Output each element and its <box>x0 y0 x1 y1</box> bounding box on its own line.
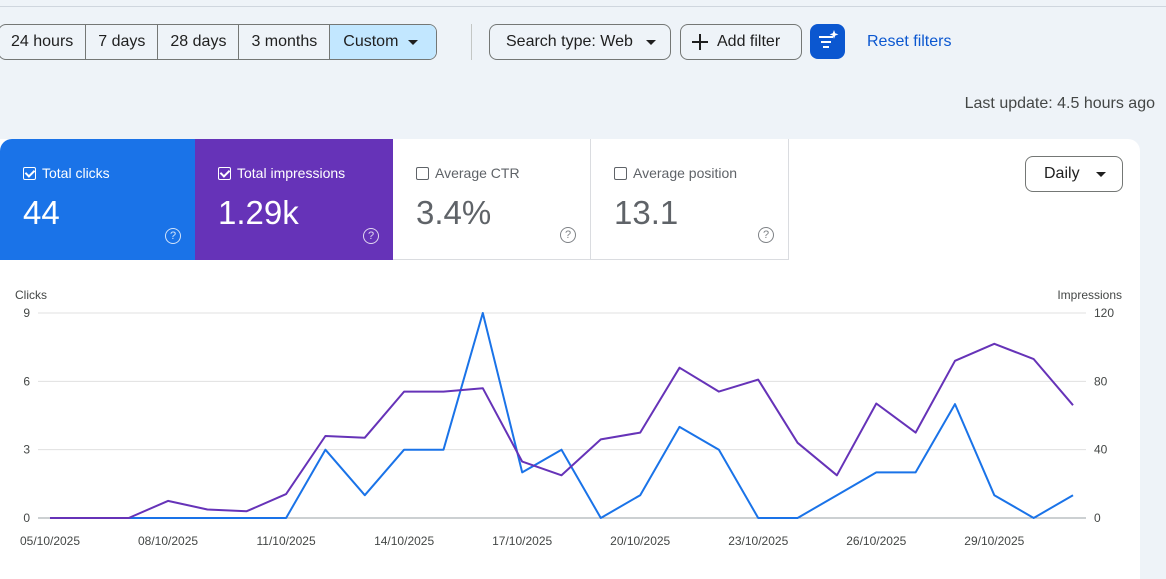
x-tick-label: 17/10/2025 <box>492 534 552 548</box>
x-tick-label: 23/10/2025 <box>728 534 788 548</box>
caret-down-icon <box>1096 172 1106 177</box>
y-right-tick-label: 120 <box>1094 306 1114 320</box>
metric-average-ctr[interactable]: Average CTR 3.4% ? <box>393 139 591 260</box>
y-left-tick-label: 3 <box>23 443 30 457</box>
range-3-months[interactable]: 3 months <box>239 25 330 59</box>
y-left-tick-label: 6 <box>23 374 30 388</box>
performance-chart: 0 3 6 9 0 40 80 120 Clicks Impressions 05/10/2025 0… <box>0 280 1140 572</box>
y-left-tick-label: 0 <box>23 511 30 525</box>
metric-value: 1.29k <box>218 194 299 232</box>
help-icon[interactable]: ? <box>758 227 774 243</box>
metric-label: Total impressions <box>237 165 345 181</box>
add-filter-label: Add filter <box>717 33 780 51</box>
y-left-axis-label: Clicks <box>15 288 47 302</box>
search-type-label: Search type: Web <box>506 33 633 51</box>
metric-label: Average CTR <box>435 165 520 181</box>
x-tick-label: 05/10/2025 <box>20 534 80 548</box>
help-icon[interactable]: ? <box>165 228 181 244</box>
metric-value: 3.4% <box>416 194 491 232</box>
y-right-axis-label: Impressions <box>1057 288 1122 302</box>
y-right-tick-label: 40 <box>1094 443 1108 457</box>
metric-total-clicks[interactable]: Total clicks 44 ? <box>0 139 195 260</box>
clicks-line <box>50 313 1073 518</box>
checkbox-icon[interactable] <box>614 167 627 180</box>
search-type-dropdown[interactable]: Search type: Web <box>489 24 671 60</box>
range-24-hours[interactable]: 24 hours <box>0 25 86 59</box>
filter-sparkle-icon <box>810 24 845 59</box>
caret-down-icon <box>408 40 418 45</box>
metric-value: 44 <box>23 194 60 232</box>
x-tick-label: 14/10/2025 <box>374 534 434 548</box>
x-tick-label: 11/10/2025 <box>256 534 315 548</box>
x-tick-label: 26/10/2025 <box>846 534 906 548</box>
last-update-text: Last update: 4.5 hours ago <box>965 95 1155 113</box>
metric-total-impressions[interactable]: Total impressions 1.29k ? <box>195 139 393 260</box>
range-7-days[interactable]: 7 days <box>86 25 158 59</box>
reset-filters-link[interactable]: Reset filters <box>867 33 951 51</box>
help-icon[interactable]: ? <box>363 228 379 244</box>
granularity-label: Daily <box>1044 165 1080 183</box>
x-tick-label: 20/10/2025 <box>610 534 670 548</box>
checkbox-checked-icon[interactable] <box>218 167 231 180</box>
checkbox-icon[interactable] <box>416 167 429 180</box>
range-custom[interactable]: Custom <box>330 25 436 59</box>
range-28-days[interactable]: 28 days <box>158 25 239 59</box>
filter-sparkle-button[interactable] <box>810 24 845 59</box>
metric-value: 13.1 <box>614 194 678 232</box>
range-custom-label: Custom <box>343 25 398 59</box>
toolbar-divider <box>471 24 472 60</box>
y-right-tick-label: 80 <box>1094 374 1108 388</box>
top-divider <box>0 6 1166 7</box>
x-tick-label: 08/10/2025 <box>138 534 198 548</box>
help-icon[interactable]: ? <box>560 227 576 243</box>
y-left-tick-label: 9 <box>23 306 30 320</box>
metric-label: Average position <box>633 165 737 181</box>
metric-label: Total clicks <box>42 165 110 181</box>
date-range-selector: 24 hours 7 days 28 days 3 months Custom <box>0 24 437 60</box>
y-right-tick-label: 0 <box>1094 511 1101 525</box>
metric-average-position[interactable]: Average position 13.1 ? <box>591 139 789 260</box>
add-filter-button[interactable]: Add filter <box>680 24 802 60</box>
checkbox-checked-icon[interactable] <box>23 167 36 180</box>
caret-down-icon <box>646 40 656 45</box>
impressions-line <box>50 344 1073 518</box>
plus-icon <box>691 33 709 51</box>
x-tick-label: 29/10/2025 <box>964 534 1024 548</box>
granularity-dropdown[interactable]: Daily <box>1025 156 1123 192</box>
